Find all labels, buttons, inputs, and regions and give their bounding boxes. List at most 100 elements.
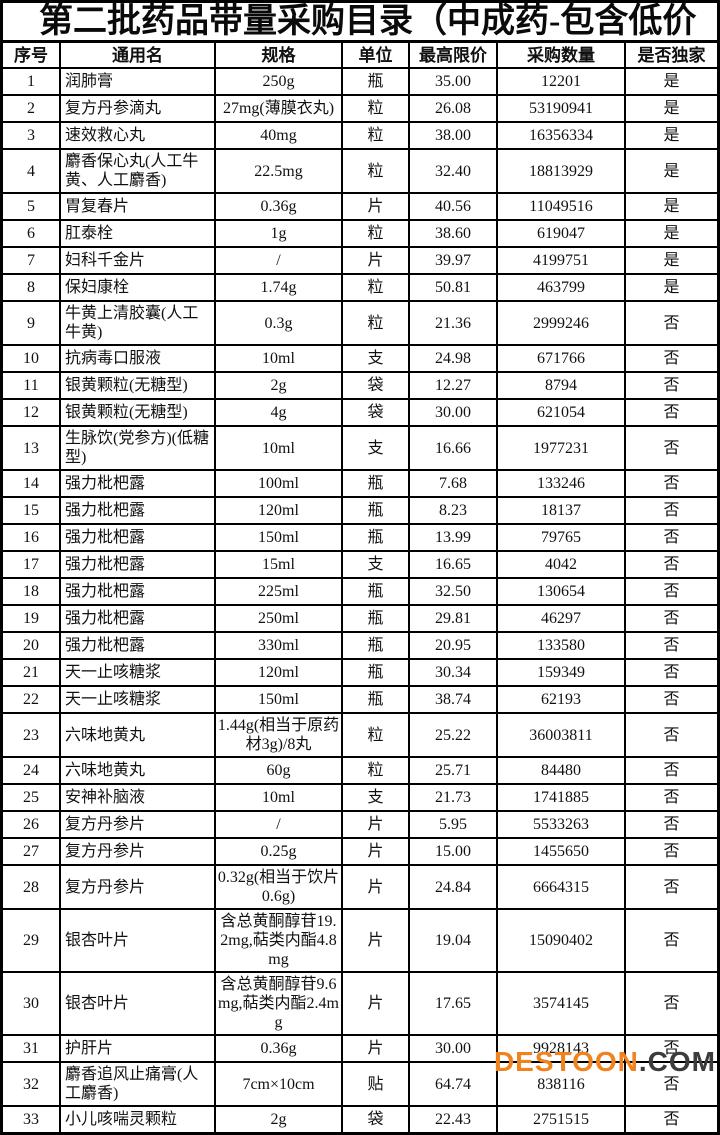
generic-name-cell: 银杏叶片: [59, 908, 216, 973]
unit-cell: 粒: [341, 121, 410, 150]
table-row: 12 银黄颗粒(无糖型) 4g 袋 30.00 621054 否: [3, 398, 717, 427]
quantity-cell: 4042: [496, 550, 626, 579]
unit-cell: 粒: [341, 300, 410, 346]
unit-cell: 片: [341, 810, 410, 839]
col-header-exclusive: 是否独家: [624, 43, 717, 69]
max-price-cell: 5.95: [408, 810, 498, 839]
table-row: 4 麝香保心丸(人工牛黄、人工麝香) 22.5mg 粒 32.40 18813929 是: [3, 148, 717, 194]
max-price-cell: 15.00: [408, 837, 498, 866]
spec-cell: 4g: [214, 398, 343, 427]
quantity-cell: 621054: [496, 398, 626, 427]
max-price-cell: 17.65: [408, 971, 498, 1036]
table-row: 29 银杏叶片 含总黄酮醇苷19.2mg,萜类内酯4.8mg 片 19.04 150904…: [3, 908, 717, 973]
unit-cell: 支: [341, 344, 410, 373]
spec-cell: 330ml: [214, 631, 343, 660]
table-row: 33 小儿咳喘灵颗粒 2g 袋 22.43 2751515 否: [3, 1105, 717, 1132]
quantity-cell: 18813929: [496, 148, 626, 194]
max-price-cell: 21.73: [408, 783, 498, 812]
unit-cell: 粒: [341, 94, 410, 123]
max-price-cell: 21.36: [408, 300, 498, 346]
col-header-max-price: 最高限价: [408, 43, 498, 69]
max-price-cell: 38.00: [408, 121, 498, 150]
row-no-cell: 22: [3, 685, 61, 714]
unit-cell: 粒: [341, 273, 410, 302]
generic-name-cell: 银黄颗粒(无糖型): [59, 371, 216, 400]
max-price-cell: 20.95: [408, 631, 498, 660]
table-row: 24 六味地黄丸 60g 粒 25.71 84480 否: [3, 756, 717, 785]
exclusive-cell: 否: [624, 1105, 717, 1132]
table-row: 3 速效救心丸 40mg 粒 38.00 16356334 是: [3, 121, 717, 150]
exclusive-cell: 否: [624, 344, 717, 373]
quantity-cell: 11049516: [496, 192, 626, 221]
table-body: 1 润肺膏 250g 瓶 35.00 12201 是 2 复方丹参滴丸 27mg(薄膜衣丸) 粒 26…: [3, 67, 717, 1132]
generic-name-cell: 生脉饮(党参方)(低糖型): [59, 425, 216, 471]
exclusive-cell: 否: [624, 1034, 717, 1063]
spec-cell: 100ml: [214, 469, 343, 498]
quantity-cell: 62193: [496, 685, 626, 714]
spec-cell: 2g: [214, 1105, 343, 1132]
generic-name-cell: 安神补脑液: [59, 783, 216, 812]
row-no-cell: 23: [3, 712, 61, 758]
spec-cell: /: [214, 810, 343, 839]
quantity-cell: 159349: [496, 658, 626, 687]
generic-name-cell: 银杏叶片: [59, 971, 216, 1036]
quantity-cell: 5533263: [496, 810, 626, 839]
spec-cell: 150ml: [214, 523, 343, 552]
generic-name-cell: 强力枇杷露: [59, 577, 216, 606]
row-no-cell: 30: [3, 971, 61, 1036]
max-price-cell: 39.97: [408, 246, 498, 275]
exclusive-cell: 是: [624, 273, 717, 302]
max-price-cell: 29.81: [408, 604, 498, 633]
col-header-row-no: 序号: [3, 43, 61, 69]
table-row: 22 天一止咳糖浆 150ml 瓶 38.74 62193 否: [3, 685, 717, 714]
generic-name-cell: 润肺膏: [59, 67, 216, 96]
spec-cell: 1.44g(相当于原药材3g)/8丸: [214, 712, 343, 758]
row-no-cell: 17: [3, 550, 61, 579]
table-row: 14 强力枇杷露 100ml 瓶 7.68 133246 否: [3, 469, 717, 498]
max-price-cell: 50.81: [408, 273, 498, 302]
unit-cell: 袋: [341, 371, 410, 400]
spec-cell: 120ml: [214, 496, 343, 525]
spec-cell: 7cm×10cm: [214, 1061, 343, 1107]
row-no-cell: 24: [3, 756, 61, 785]
unit-cell: 粒: [341, 219, 410, 248]
exclusive-cell: 否: [624, 604, 717, 633]
max-price-cell: 19.04: [408, 908, 498, 973]
exclusive-cell: 否: [624, 908, 717, 973]
generic-name-cell: 复方丹参片: [59, 810, 216, 839]
max-price-cell: 35.00: [408, 67, 498, 96]
generic-name-cell: 六味地黄丸: [59, 712, 216, 758]
max-price-cell: 30.00: [408, 398, 498, 427]
watermark-domain: .COM: [638, 1046, 716, 1077]
generic-name-cell: 复方丹参片: [59, 837, 216, 866]
spec-cell: 10ml: [214, 783, 343, 812]
row-no-cell: 3: [3, 121, 61, 150]
quantity-cell: 18137: [496, 496, 626, 525]
max-price-cell: 32.40: [408, 148, 498, 194]
row-no-cell: 4: [3, 148, 61, 194]
unit-cell: 支: [341, 550, 410, 579]
quantity-cell: 133580: [496, 631, 626, 660]
table-row: 9 牛黄上清胶囊(人工牛黄) 0.3g 粒 21.36 2999246 否: [3, 300, 717, 346]
max-price-cell: 12.27: [408, 371, 498, 400]
table-row: 1 润肺膏 250g 瓶 35.00 12201 是: [3, 67, 717, 96]
exclusive-cell: 是: [624, 67, 717, 96]
max-price-cell: 64.74: [408, 1061, 498, 1107]
unit-cell: 粒: [341, 756, 410, 785]
procurement-table: 序号 通用名 规格 单位 最高限价 采购数量 是否独家 1 润肺膏 250g 瓶 35.00 1220…: [3, 43, 717, 1132]
exclusive-cell: 否: [624, 712, 717, 758]
quantity-cell: 3574145: [496, 971, 626, 1036]
generic-name-cell: 银黄颗粒(无糖型): [59, 398, 216, 427]
exclusive-cell: 是: [624, 192, 717, 221]
spec-cell: 15ml: [214, 550, 343, 579]
exclusive-cell: 否: [624, 864, 717, 910]
table-row: 13 生脉饮(党参方)(低糖型) 10ml 支 16.66 1977231 否: [3, 425, 717, 471]
spec-cell: 含总黄酮醇苷9.6mg,萜类内酯2.4mg: [214, 971, 343, 1036]
table-row: 25 安神补脑液 10ml 支 21.73 1741885 否: [3, 783, 717, 812]
unit-cell: 片: [341, 908, 410, 973]
watermark-brand: DESTOON: [493, 1046, 639, 1077]
generic-name-cell: 复方丹参滴丸: [59, 94, 216, 123]
col-header-spec: 规格: [214, 43, 343, 69]
table-row: 28 复方丹参片 0.32g(相当于饮片0.6g) 片 24.84 6664315 否: [3, 864, 717, 910]
exclusive-cell: 是: [624, 121, 717, 150]
